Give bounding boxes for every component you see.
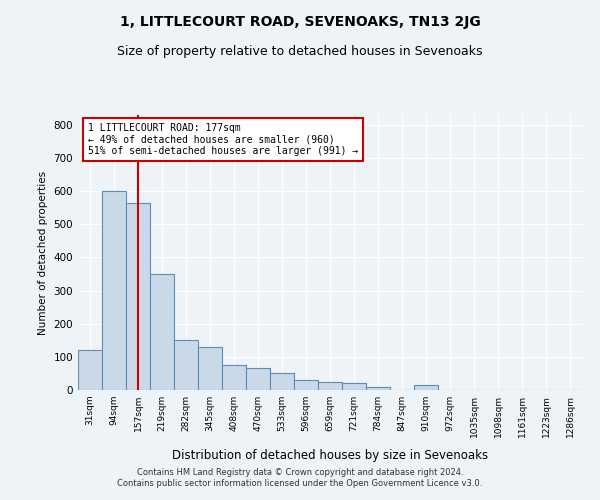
Text: 1, LITTLECOURT ROAD, SEVENOAKS, TN13 2JG: 1, LITTLECOURT ROAD, SEVENOAKS, TN13 2JG [119, 15, 481, 29]
Bar [102, 191, 126, 390]
Y-axis label: Number of detached properties: Number of detached properties [38, 170, 48, 334]
Text: 1 LITTLECOURT ROAD: 177sqm
← 49% of detached houses are smaller (960)
51% of sem: 1 LITTLECOURT ROAD: 177sqm ← 49% of deta… [88, 123, 358, 156]
Bar [198, 347, 222, 390]
Bar [294, 380, 318, 390]
Bar [342, 384, 366, 390]
Text: Contains HM Land Registry data © Crown copyright and database right 2024.
Contai: Contains HM Land Registry data © Crown c… [118, 468, 482, 487]
Bar [78, 350, 102, 390]
Text: Size of property relative to detached houses in Sevenoaks: Size of property relative to detached ho… [117, 45, 483, 58]
Bar [126, 203, 150, 390]
Bar [366, 386, 390, 390]
Text: Distribution of detached houses by size in Sevenoaks: Distribution of detached houses by size … [172, 448, 488, 462]
Bar [270, 374, 294, 390]
Bar [174, 340, 198, 390]
Bar [414, 385, 438, 390]
Bar [318, 382, 342, 390]
Bar [222, 365, 246, 390]
Bar [246, 368, 270, 390]
Bar [150, 274, 174, 390]
